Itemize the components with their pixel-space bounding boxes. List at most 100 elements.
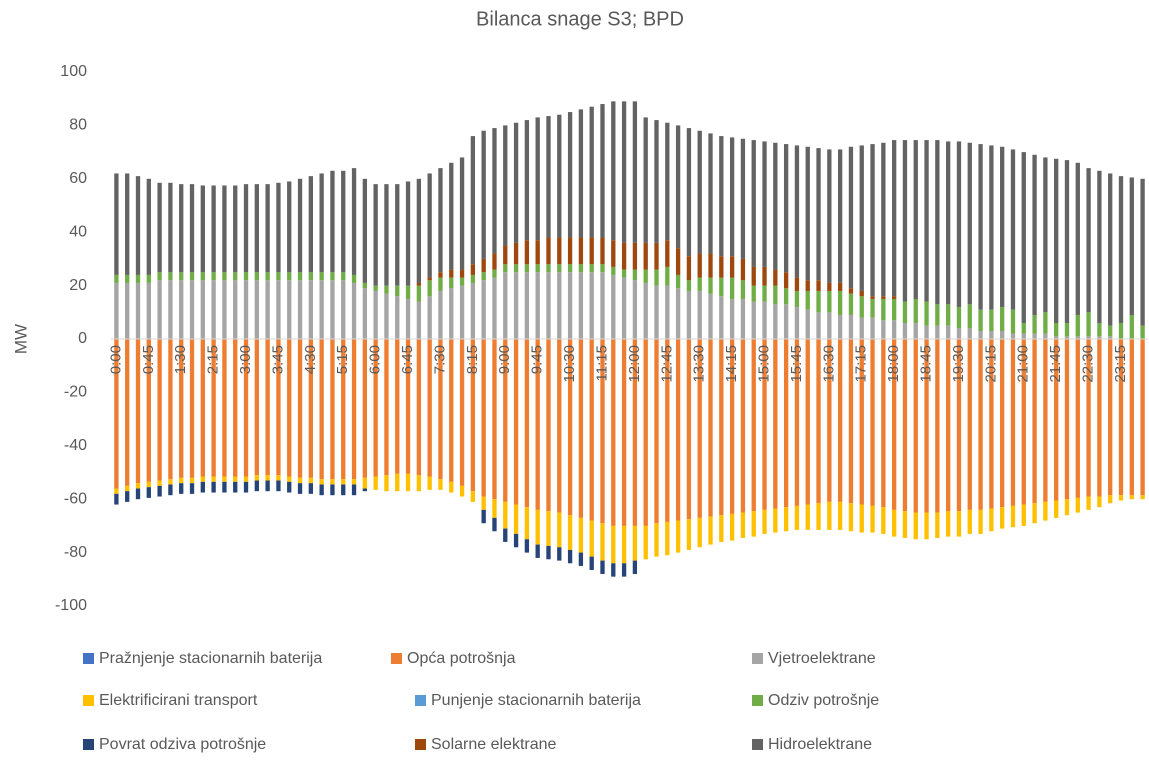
bar-segment bbox=[200, 272, 205, 281]
bar-segment bbox=[1054, 500, 1059, 518]
bar-segment bbox=[189, 477, 195, 484]
bar-segment bbox=[589, 556, 594, 570]
bar-segment bbox=[794, 277, 800, 291]
bar-segment bbox=[621, 242, 627, 270]
bar-segment bbox=[762, 301, 767, 339]
x-tick-label: 6:00 bbox=[367, 345, 384, 374]
bar-segment bbox=[686, 519, 692, 550]
x-tick-label: 17:15 bbox=[853, 345, 870, 383]
bar-segment bbox=[146, 487, 151, 498]
bar-segment bbox=[578, 552, 584, 566]
bar-segment bbox=[546, 339, 551, 512]
legend-swatch bbox=[752, 653, 763, 664]
bar-segment bbox=[719, 277, 724, 297]
bar-segment bbox=[859, 290, 864, 297]
bar-segment bbox=[157, 272, 162, 281]
bar-segment bbox=[535, 264, 540, 273]
bar-segment bbox=[503, 501, 508, 529]
bar-segment bbox=[1140, 495, 1145, 500]
bar-segment bbox=[1118, 495, 1124, 501]
bar-segment bbox=[600, 339, 605, 524]
bar-segment bbox=[297, 272, 303, 281]
bar-segment bbox=[967, 328, 972, 339]
bar-segment bbox=[459, 269, 465, 278]
bar-segment bbox=[740, 280, 746, 299]
bar-segment bbox=[265, 272, 270, 281]
bar-segment bbox=[513, 339, 519, 505]
bar-segment bbox=[978, 509, 983, 534]
bar-segment bbox=[524, 120, 530, 241]
bar-segment bbox=[654, 120, 659, 243]
bar-segment bbox=[470, 491, 476, 502]
bar-segment bbox=[470, 339, 476, 492]
bar-segment bbox=[632, 339, 638, 526]
bar-segment bbox=[967, 339, 972, 510]
bar-segment bbox=[1129, 314, 1134, 339]
bar-segment bbox=[611, 339, 616, 526]
bar-segment bbox=[211, 272, 216, 281]
bar-segment bbox=[319, 173, 324, 273]
bar-segment bbox=[416, 301, 422, 339]
bar-segment bbox=[902, 301, 908, 323]
bar-segment bbox=[179, 339, 184, 478]
legend-swatch bbox=[415, 695, 426, 706]
bar-segment bbox=[902, 511, 908, 538]
bar-segment bbox=[449, 288, 454, 339]
bar-segment bbox=[233, 476, 238, 482]
bar-segment bbox=[114, 339, 119, 489]
bar-segment bbox=[125, 339, 130, 486]
bar-segment bbox=[492, 277, 497, 339]
bar-segment bbox=[535, 117, 540, 241]
bar-segment bbox=[611, 563, 616, 577]
bar-segment bbox=[989, 309, 994, 331]
bar-segment bbox=[578, 264, 584, 273]
legend-swatch bbox=[391, 653, 402, 664]
legend-label: Pražnjenje stacionarnih baterija bbox=[99, 650, 322, 667]
bar-segment bbox=[859, 317, 864, 339]
bar-segment bbox=[297, 339, 303, 478]
bar-segment bbox=[492, 339, 497, 500]
bar-segment bbox=[978, 309, 983, 331]
bar-segment bbox=[222, 280, 227, 339]
x-tick-label: 21:45 bbox=[1047, 345, 1064, 383]
bar-segment bbox=[179, 280, 184, 339]
bar-segment bbox=[319, 479, 324, 485]
y-tick-label: 60 bbox=[69, 170, 87, 187]
bar-segment bbox=[837, 290, 843, 315]
bar-segment bbox=[1086, 312, 1091, 337]
bar-segment bbox=[1043, 339, 1048, 502]
bar-segment bbox=[827, 501, 832, 530]
bar-segment bbox=[1054, 339, 1059, 501]
bar-segment bbox=[535, 544, 540, 558]
bar-segment bbox=[881, 320, 886, 339]
bar-segment bbox=[524, 339, 530, 508]
bar-segment bbox=[287, 481, 292, 493]
bar-segment bbox=[513, 504, 519, 534]
bar-segment bbox=[902, 322, 908, 339]
bar-segment bbox=[848, 339, 854, 504]
bar-segment bbox=[600, 272, 605, 339]
bar-segment bbox=[427, 277, 432, 281]
bar-segment bbox=[805, 504, 810, 530]
bar-segment bbox=[254, 280, 259, 339]
legend-swatch bbox=[83, 695, 94, 706]
bar-segment bbox=[524, 272, 530, 339]
bar-segment bbox=[330, 170, 335, 273]
bar-segment bbox=[546, 264, 551, 273]
bar-segment bbox=[1010, 309, 1016, 334]
bar-segment bbox=[1097, 336, 1102, 339]
bar-segment bbox=[567, 549, 573, 564]
bar-segment bbox=[459, 285, 465, 339]
bar-segment bbox=[729, 256, 735, 278]
bar-segment bbox=[384, 339, 389, 476]
bar-segment bbox=[222, 272, 227, 281]
bar-segment bbox=[1000, 306, 1005, 331]
bar-segment bbox=[740, 298, 746, 339]
bar-segment bbox=[719, 296, 724, 339]
bar-segment bbox=[362, 282, 368, 289]
bar-segment bbox=[222, 339, 227, 477]
bar-segment bbox=[827, 290, 832, 313]
bar-segment bbox=[611, 240, 616, 267]
bar-segment bbox=[719, 515, 724, 542]
bar-segment bbox=[449, 481, 454, 493]
